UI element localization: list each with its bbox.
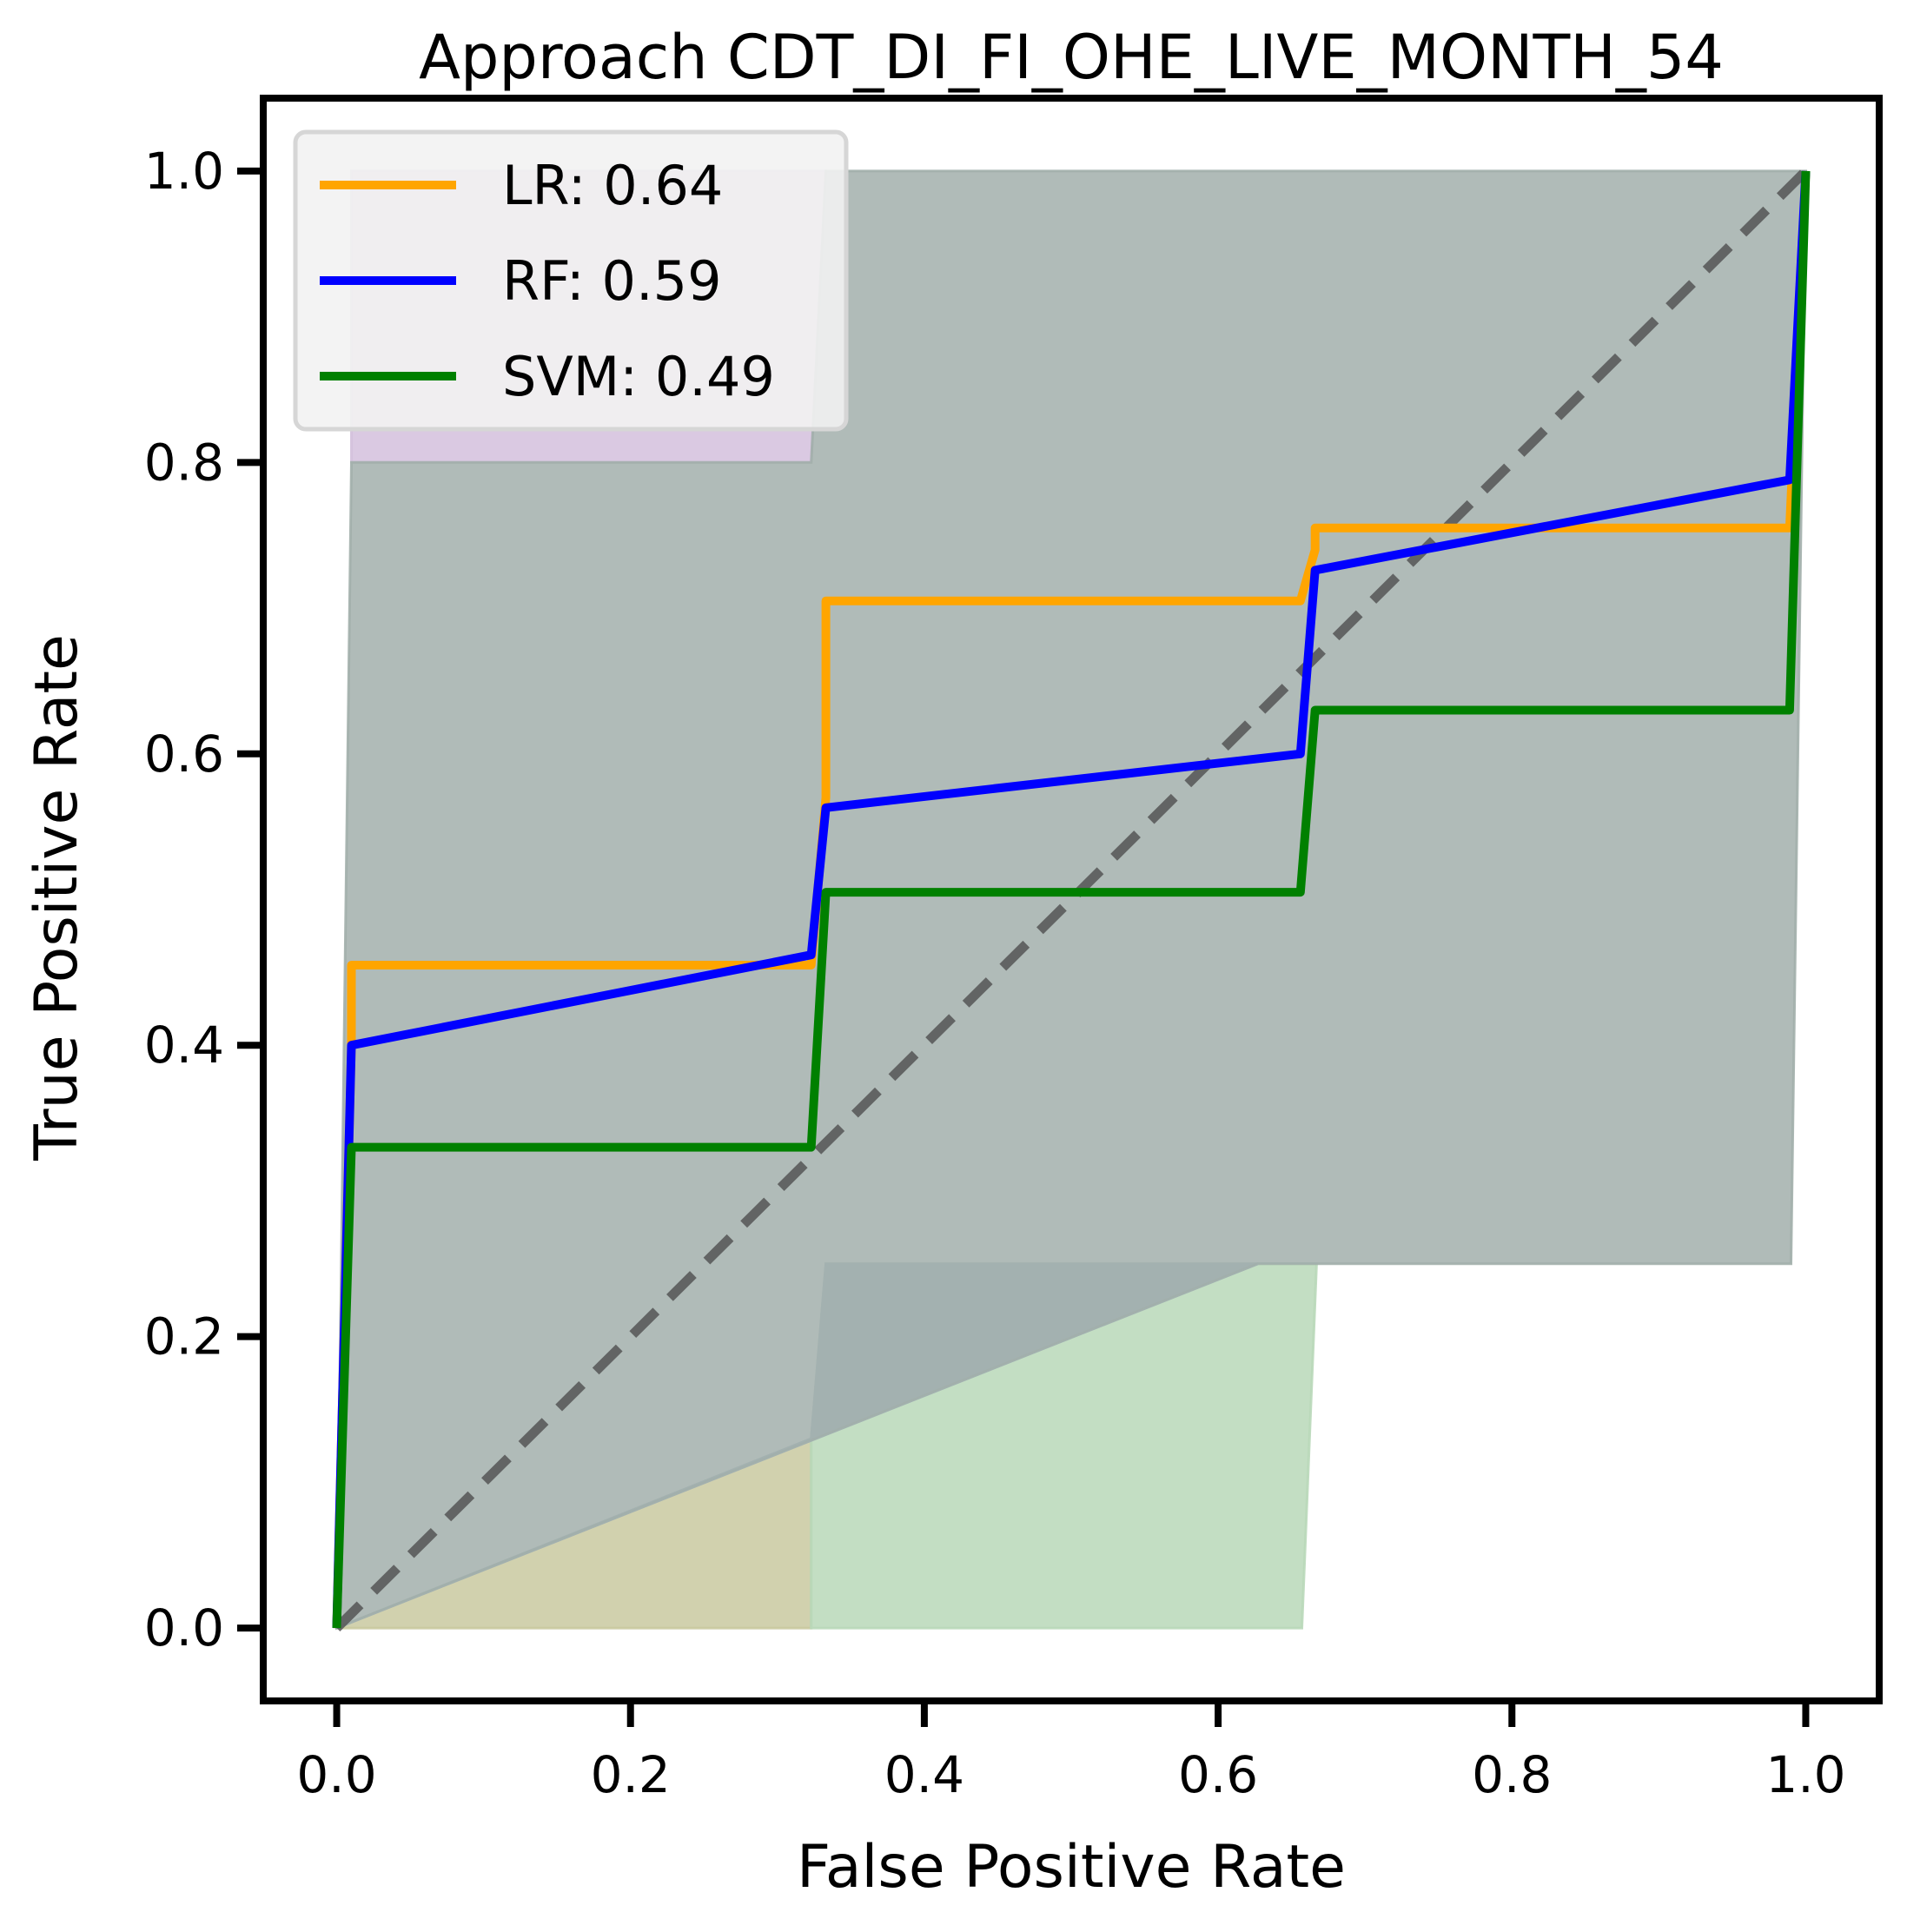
legend-label-2: SVM: 0.49 <box>502 345 775 408</box>
y-tick-label: 0.0 <box>144 1598 224 1657</box>
chart-title: Approach CDT_DI_FI_OHE_LIVE_MONTH_54 <box>419 22 1724 93</box>
confidence-bands <box>334 169 1808 1631</box>
baseline-diagonal <box>333 167 1810 1632</box>
plot-frame <box>260 95 1883 1704</box>
x-tick-label: 0.2 <box>591 1745 671 1804</box>
series-line-0 <box>332 170 1811 1629</box>
x-tick-label: 1.0 <box>1765 1745 1845 1804</box>
series-line-1 <box>332 170 1811 1629</box>
y-tick-label: 1.0 <box>144 142 224 201</box>
y-tick-label: 0.8 <box>144 433 224 492</box>
y-axis-ticks: 0.0 0.2 0.4 0.6 0.8 1.0 <box>144 142 263 1657</box>
x-tick-label: 0.6 <box>1178 1745 1258 1804</box>
legend-box <box>293 129 849 432</box>
legend: LR: 0.64 RF: 0.59 SVM: 0.49 <box>293 129 849 432</box>
x-axis-label: False Positive Rate <box>797 1833 1346 1902</box>
y-tick-label: 0.4 <box>144 1016 224 1075</box>
chance-baseline <box>333 167 1810 1632</box>
y-tick-label: 0.2 <box>144 1307 224 1366</box>
confidence-band-4 <box>334 169 1808 1631</box>
x-tick-label: 0.4 <box>884 1745 964 1804</box>
roc-series <box>332 170 1811 1629</box>
y-axis-label: True Positive Rate <box>23 634 91 1161</box>
legend-label-1: RF: 0.59 <box>502 249 722 313</box>
series-line-2 <box>332 170 1811 1629</box>
x-axis-ticks: 0.0 0.2 0.4 0.6 0.8 1.0 <box>296 1701 1846 1804</box>
x-tick-label: 0.8 <box>1472 1745 1552 1804</box>
legend-items: LR: 0.64 RF: 0.59 SVM: 0.49 <box>320 154 775 408</box>
legend-label-0: LR: 0.64 <box>502 154 723 217</box>
y-tick-label: 0.6 <box>144 724 224 784</box>
x-tick-label: 0.0 <box>296 1745 376 1804</box>
